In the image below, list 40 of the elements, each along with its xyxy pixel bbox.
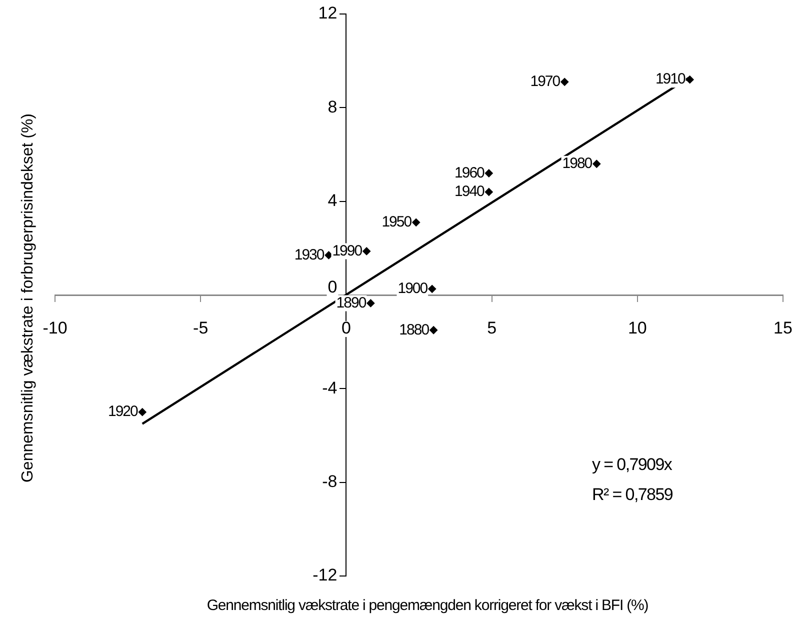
y-tick-label: 0 — [328, 278, 338, 297]
annotation: 1950 — [382, 214, 412, 231]
x-tick-label: 10 — [628, 318, 647, 338]
y-tick-label: -12 — [312, 566, 338, 585]
point — [412, 218, 420, 226]
x-tick-label: 0 — [341, 318, 351, 338]
y-tick-label: 12 — [318, 4, 338, 23]
point — [686, 76, 694, 84]
point — [592, 160, 601, 168]
annotation: y = 0,7909x — [592, 455, 672, 475]
annotation: 1880 — [399, 321, 430, 338]
point — [138, 408, 146, 416]
point — [428, 284, 436, 293]
annotation: R² = 0,7859 — [592, 485, 673, 505]
point — [560, 78, 569, 86]
annotation: 1990 — [332, 242, 362, 260]
annotation: 1910 — [655, 70, 686, 88]
x-tick-label: -5 — [193, 318, 208, 338]
annotation: 1890 — [336, 294, 366, 312]
annotation: 1970 — [530, 73, 560, 90]
point — [362, 247, 371, 256]
point — [366, 299, 375, 308]
x-tick-label: 15 — [774, 318, 792, 338]
annotation: 1920 — [108, 403, 138, 420]
y-tick-label: 4 — [328, 191, 338, 210]
y-tick-label: 8 — [328, 97, 338, 116]
point — [484, 169, 493, 178]
point — [430, 326, 438, 334]
annotation: 1980 — [562, 155, 592, 172]
point — [484, 188, 493, 196]
annotation: 1900 — [398, 280, 428, 298]
x-tick-label: 5 — [487, 318, 497, 338]
y-tick-label: -4 — [322, 378, 338, 398]
x-axis-title: Gennemsnitlig vækstrate i pengemængden korrigeret for vækst i BFI (%) — [206, 597, 650, 614]
annotation: 1960 — [454, 164, 485, 182]
annotation: 1930 — [294, 246, 324, 264]
x-tick-label: -10 — [42, 318, 68, 338]
annotation: 1940 — [454, 183, 485, 200]
y-axis-title: Gennemsnitlig vækstrate i forbrugerprisindekset (%) — [18, 112, 38, 485]
y-tick-label: -8 — [322, 472, 338, 492]
